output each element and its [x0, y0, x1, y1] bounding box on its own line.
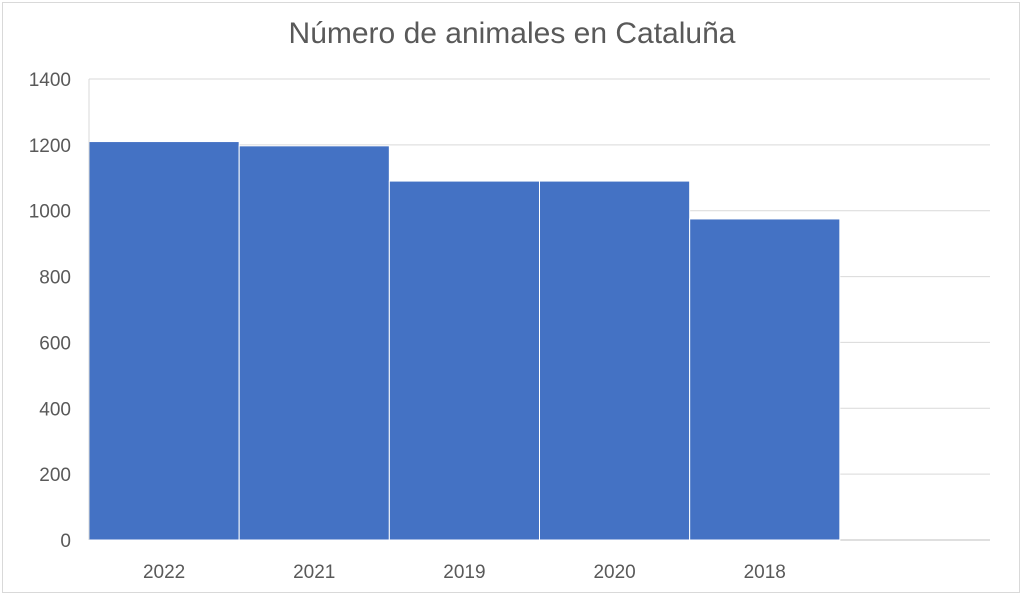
- y-tick-label: 1400: [29, 70, 71, 91]
- y-tick-label: 0: [60, 531, 71, 552]
- bar: [689, 218, 841, 541]
- x-tick-label: 2019: [443, 562, 485, 583]
- bar: [388, 180, 541, 541]
- axes: 0 200 400 600 800 1000 1200 1400 2022 2021 2019 202…: [29, 70, 786, 583]
- bar: [238, 145, 390, 541]
- y-tick-label: 800: [39, 268, 71, 289]
- y-tick-label: 400: [39, 399, 71, 420]
- x-tick-label: 2020: [593, 562, 635, 583]
- bars: [88, 141, 841, 541]
- bar: [88, 141, 240, 541]
- y-tick-label: 1200: [29, 136, 71, 157]
- bar: [539, 180, 691, 541]
- y-tick-label: 1000: [29, 202, 71, 223]
- y-tick-label: 200: [39, 465, 71, 486]
- x-tick-label: 2018: [744, 562, 786, 583]
- y-tick-label: 600: [39, 333, 71, 354]
- x-tick-label: 2021: [293, 562, 335, 583]
- x-tick-label: 2022: [143, 562, 185, 583]
- chart-title: Número de animales en Cataluña: [288, 17, 736, 50]
